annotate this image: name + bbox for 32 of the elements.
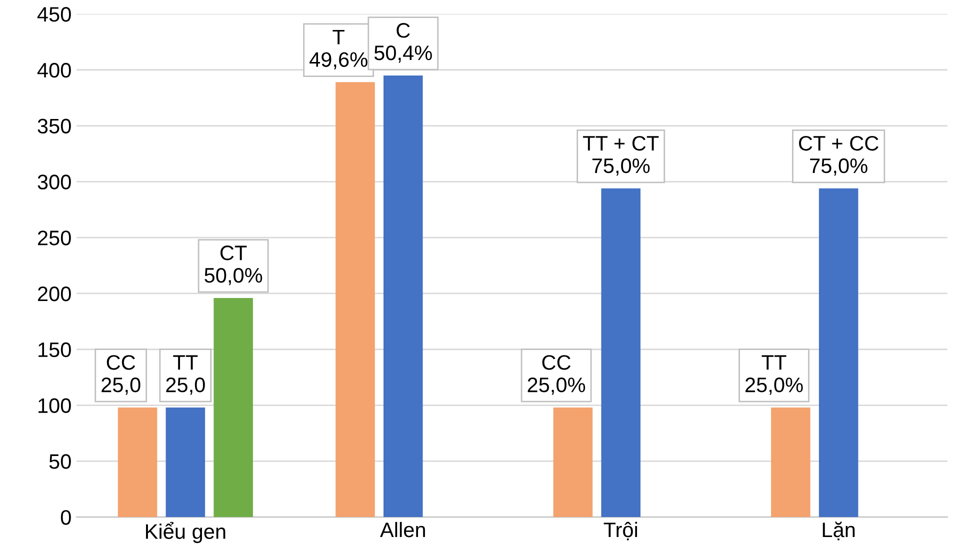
y-tick-label: 0 — [60, 510, 71, 525]
y-tick-label: 100 — [38, 398, 71, 414]
data-label: TT 25,0% — [746, 355, 803, 395]
x-tick-label: Lặn — [822, 522, 855, 540]
bar — [166, 408, 206, 518]
bar — [384, 75, 423, 518]
bar — [601, 188, 640, 518]
data-label: T 49,6% — [310, 30, 368, 70]
bar — [818, 188, 858, 518]
data-label: CC 25,0 — [102, 355, 140, 395]
y-tick-label: 250 — [38, 230, 71, 246]
bar — [336, 82, 375, 518]
y-tick-label: 300 — [38, 174, 71, 190]
x-tick-label: Allen — [380, 522, 425, 538]
x-tick-label: Kiểu gen — [146, 522, 226, 544]
data-label: CT 50,0% — [204, 246, 262, 286]
data-label: CT + CC 75,0% — [799, 136, 878, 176]
bar — [553, 408, 593, 518]
y-tick-label: 150 — [38, 342, 71, 358]
bar — [118, 408, 158, 518]
data-label: CC 25,0% — [528, 355, 586, 395]
x-tick-label: Trội — [604, 522, 637, 540]
bar — [214, 298, 253, 518]
data-label: TT + CT 75,0% — [583, 136, 659, 176]
y-tick-label: 400 — [37, 62, 71, 78]
bar — [771, 408, 810, 518]
y-tick-label: 450 — [37, 6, 71, 22]
y-tick-label: 50 — [49, 454, 71, 469]
y-tick-label: 350 — [38, 118, 71, 134]
y-tick-label: 200 — [38, 286, 71, 302]
data-label: C 50,4% — [374, 23, 432, 63]
data-label: TT 25,0 — [166, 355, 205, 395]
